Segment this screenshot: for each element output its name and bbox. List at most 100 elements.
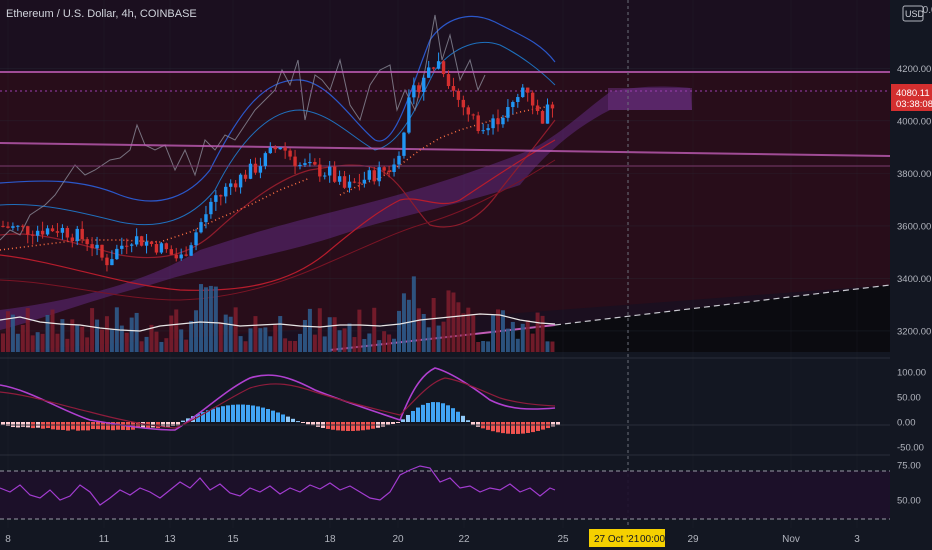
candle-body [506,107,510,118]
volume-bar [312,334,317,352]
macd-bar [466,420,470,422]
volume-bar [248,328,253,352]
volume-bar [322,336,327,352]
candle-body [6,226,10,228]
currency-badge[interactable] [902,5,924,22]
volume-bar [253,316,258,352]
macd-bar [296,421,300,423]
macd-bar [556,422,560,425]
candle-body [392,164,396,173]
volume-bar [268,336,273,352]
candle-body [412,85,416,98]
candle-body [219,195,223,197]
time-tick-label: 15 [227,534,239,545]
volume-bar [481,340,486,352]
candle-body [328,166,332,176]
macd-bar [131,422,135,430]
candle-body [461,99,466,108]
volume-bar [109,329,114,352]
macd-bar [211,408,215,422]
volume-bar [75,324,80,352]
volume-bar [238,336,243,352]
macd-bar [261,407,265,422]
time-tick-label: 25 [557,534,569,545]
time-tick-label: 18 [324,534,336,545]
candle-body [357,182,362,184]
volume-bar [317,308,322,352]
volume-bar [362,338,367,352]
macd-bar [231,404,235,422]
macd-histogram [1,402,560,434]
macd-bar [416,407,420,422]
candle-body [417,85,421,92]
volume-bar [129,317,134,352]
candle-body [154,244,159,253]
ascending-trendline-projection [554,284,891,326]
candle-body [134,236,139,245]
volume-bar [278,316,283,352]
macd-bar [361,422,365,431]
volume-bar [90,308,95,352]
macd-bar [216,407,220,422]
volume-bar [446,290,451,352]
volume-bar [505,328,510,352]
volume-bar [100,329,104,352]
macd-bar [1,422,5,426]
macd-bar [51,422,55,430]
macd-bar [476,422,480,427]
candle-body [229,183,233,187]
volume-bar [80,326,85,352]
candle-body [40,230,45,235]
volume-bar [298,333,302,352]
macd-bar [6,422,10,427]
macd-bar [181,420,185,422]
volume-bar [95,319,100,352]
last-price-tag [891,84,932,111]
volume-bar [436,325,441,352]
volume-bar [476,341,481,352]
candle-body [481,130,485,132]
macd-bar [201,412,205,422]
macd-bar [431,402,435,422]
candle-body [75,228,79,242]
candle-body [436,61,441,69]
candle-body [139,236,144,246]
macd-bar [496,422,500,433]
price-tick-label: 3200.00 [897,326,931,337]
macd-bar [91,422,95,430]
candle-body [446,74,451,87]
candle-body [283,147,287,151]
macd-bar [521,422,525,434]
volume-bar [426,327,431,352]
candle-body [189,245,193,256]
volume-bar [486,341,491,352]
candle-body [486,128,490,131]
volume-bar [60,319,65,352]
volume-bar [352,337,357,352]
candle-body [169,249,173,255]
volume-bar [515,338,520,352]
price-axis-labels: 4200.00 4000.00 3800.00 3600.00 3400.00 3200.… [897,64,931,507]
price-tick-label: 3400.00 [897,274,931,285]
candle-body [293,156,297,167]
candle-body [253,163,258,173]
macd-bar [351,422,355,431]
candle-body [159,243,164,253]
candle-body [501,117,505,125]
candle-body [550,104,555,109]
macd-bar [426,402,430,422]
time-axis[interactable] [0,528,932,550]
candle-body [263,153,268,167]
candle-body [31,234,35,236]
trend-line-darkred [0,159,556,301]
candle-body [407,97,411,133]
macd-bar [536,422,540,431]
macd-bar [331,422,335,430]
candle-body [535,105,540,112]
candle-body [184,254,188,256]
candle-body [60,227,65,233]
macd-bar [226,405,230,422]
candle-body [95,244,99,249]
